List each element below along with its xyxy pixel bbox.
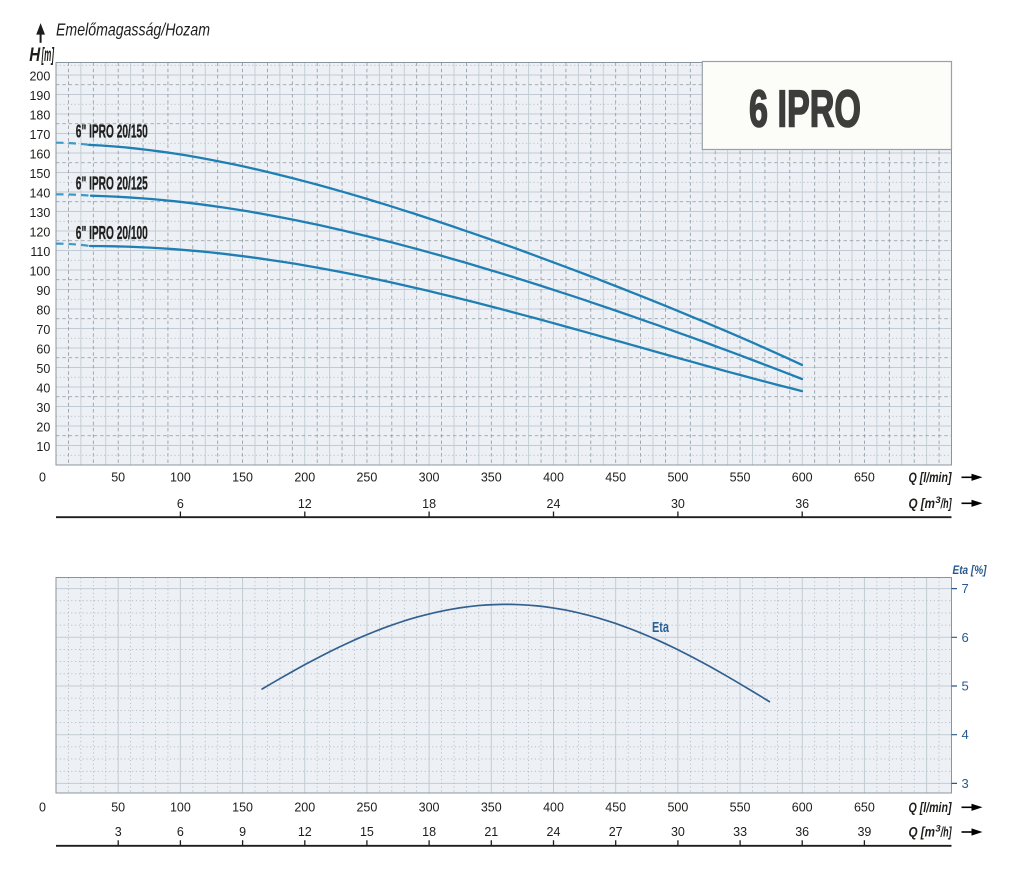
svg-text:24: 24 [547,825,561,839]
svg-text:30: 30 [671,497,685,511]
svg-text:300: 300 [419,471,440,485]
svg-text:100: 100 [170,801,191,815]
svg-text:[m]: [m] [41,45,54,66]
svg-text:3: 3 [935,495,941,506]
svg-text:650: 650 [854,471,875,485]
svg-text:170: 170 [29,128,50,142]
svg-text:300: 300 [419,801,440,815]
svg-text:100: 100 [29,265,50,279]
svg-text:3: 3 [962,776,969,791]
svg-text:40: 40 [36,382,50,396]
svg-text:600: 600 [792,801,813,815]
svg-text:30: 30 [36,401,50,415]
svg-text:150: 150 [29,167,50,181]
svg-text:200: 200 [29,70,50,84]
svg-text:Eta: Eta [652,620,670,636]
svg-text:150: 150 [232,471,253,485]
svg-text:50: 50 [36,362,50,376]
svg-text:450: 450 [605,801,626,815]
svg-text:6" IPRO 20/150: 6" IPRO 20/150 [76,120,148,141]
svg-text:550: 550 [730,801,751,815]
svg-text:24: 24 [547,497,561,511]
svg-text:400: 400 [543,801,564,815]
svg-text:160: 160 [29,148,50,162]
svg-text:250: 250 [356,801,377,815]
svg-text:50: 50 [111,471,125,485]
svg-text:6" IPRO 20/100: 6" IPRO 20/100 [76,222,148,243]
svg-text:18: 18 [422,497,436,511]
svg-text:500: 500 [667,471,688,485]
svg-text:90: 90 [36,284,50,298]
svg-text:Q [m: Q [m [909,495,936,511]
svg-text:6: 6 [177,825,184,839]
svg-text:36: 36 [795,497,809,511]
svg-text:27: 27 [609,825,623,839]
svg-text:39: 39 [857,825,871,839]
svg-text:9: 9 [239,825,246,839]
svg-text:6: 6 [962,630,969,645]
svg-text:Q [m: Q [m [909,824,936,840]
svg-text:Eta [%]: Eta [%] [953,563,988,577]
svg-text:100: 100 [170,471,191,485]
svg-text:110: 110 [30,245,50,259]
svg-text:70: 70 [36,323,50,337]
svg-text:3: 3 [935,824,941,835]
svg-text:550: 550 [730,471,751,485]
svg-text:150: 150 [232,801,253,815]
svg-text:H: H [29,45,41,66]
svg-text:180: 180 [29,109,50,123]
svg-text:400: 400 [543,471,564,485]
svg-text:500: 500 [667,801,688,815]
svg-text:7: 7 [962,581,969,596]
svg-text:33: 33 [733,825,747,839]
svg-text:12: 12 [298,497,312,511]
svg-text:Q [l/min]: Q [l/min] [909,799,953,815]
svg-text:3: 3 [115,825,122,839]
svg-text:6: 6 [177,497,184,511]
svg-text:10: 10 [36,440,50,454]
svg-text:650: 650 [854,801,875,815]
svg-text:Q [l/min]: Q [l/min] [909,469,953,485]
svg-text:18: 18 [422,825,436,839]
svg-text:350: 350 [481,801,502,815]
svg-text:36: 36 [795,825,809,839]
svg-text:200: 200 [294,471,315,485]
svg-text:0: 0 [39,801,46,815]
svg-text:6" IPRO 20/125: 6" IPRO 20/125 [76,173,148,194]
svg-text:140: 140 [29,187,50,201]
svg-text:/h]: /h] [940,495,952,511]
svg-text:0: 0 [39,471,46,485]
svg-text:60: 60 [36,343,50,357]
svg-text:5: 5 [962,679,969,694]
svg-text:450: 450 [605,471,626,485]
svg-text:15: 15 [360,825,374,839]
svg-text:21: 21 [484,825,498,839]
svg-text:30: 30 [671,825,685,839]
svg-text:50: 50 [111,801,125,815]
svg-text:600: 600 [792,471,813,485]
svg-text:130: 130 [29,206,50,220]
svg-text:4: 4 [962,727,969,742]
svg-text:6 IPRO: 6 IPRO [749,80,861,138]
svg-text:Emelőmagasság/Hozam: Emelőmagasság/Hozam [56,20,210,40]
svg-text:190: 190 [29,89,50,103]
svg-text:200: 200 [294,801,315,815]
svg-text:80: 80 [36,304,50,318]
svg-text:/h]: /h] [940,824,952,840]
svg-text:120: 120 [29,226,50,240]
svg-text:250: 250 [356,471,377,485]
svg-text:20: 20 [36,421,50,435]
svg-text:350: 350 [481,471,502,485]
svg-text:12: 12 [298,825,312,839]
